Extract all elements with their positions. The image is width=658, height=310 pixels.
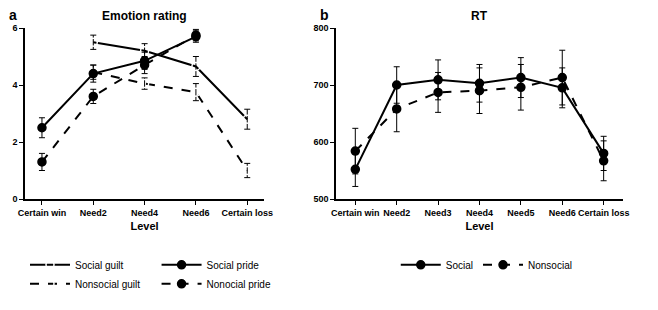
svg-text:700: 700 (313, 80, 328, 90)
svg-text:2: 2 (12, 137, 17, 147)
svg-text:500: 500 (313, 194, 328, 204)
svg-text:0: 0 (12, 194, 17, 204)
svg-text:Need3: Need3 (425, 208, 452, 218)
svg-text:Certain win: Certain win (18, 208, 67, 218)
svg-text:600: 600 (313, 137, 328, 147)
svg-text:Nonsocial: Nonsocial (528, 260, 572, 271)
svg-text:4: 4 (12, 80, 17, 90)
svg-text:Nonocial pride: Nonocial pride (207, 279, 271, 290)
svg-text:Need2: Need2 (383, 208, 410, 218)
svg-text:b: b (320, 7, 329, 23)
svg-text:RT: RT (471, 9, 488, 23)
svg-text:Level: Level (465, 220, 493, 232)
svg-text:Need6: Need6 (549, 208, 576, 218)
svg-text:Social pride: Social pride (207, 260, 260, 271)
svg-text:Certain loss: Certain loss (221, 208, 273, 218)
svg-text:Nonsocial guilt: Nonsocial guilt (75, 279, 140, 290)
svg-text:Need2: Need2 (80, 208, 107, 218)
svg-text:800: 800 (313, 23, 328, 33)
svg-text:Certain loss: Certain loss (578, 208, 630, 218)
svg-text:Need4: Need4 (466, 208, 493, 218)
svg-text:6: 6 (12, 23, 17, 33)
svg-text:Emotion rating: Emotion rating (102, 9, 187, 23)
svg-text:Level: Level (131, 220, 159, 232)
svg-text:Need6: Need6 (182, 208, 209, 218)
svg-text:Need4: Need4 (131, 208, 158, 218)
svg-text:Social guilt: Social guilt (75, 260, 124, 271)
svg-text:Certain win: Certain win (331, 208, 380, 218)
svg-text:a: a (9, 7, 17, 23)
svg-text:Social: Social (446, 260, 473, 271)
svg-text:Need5: Need5 (507, 208, 534, 218)
